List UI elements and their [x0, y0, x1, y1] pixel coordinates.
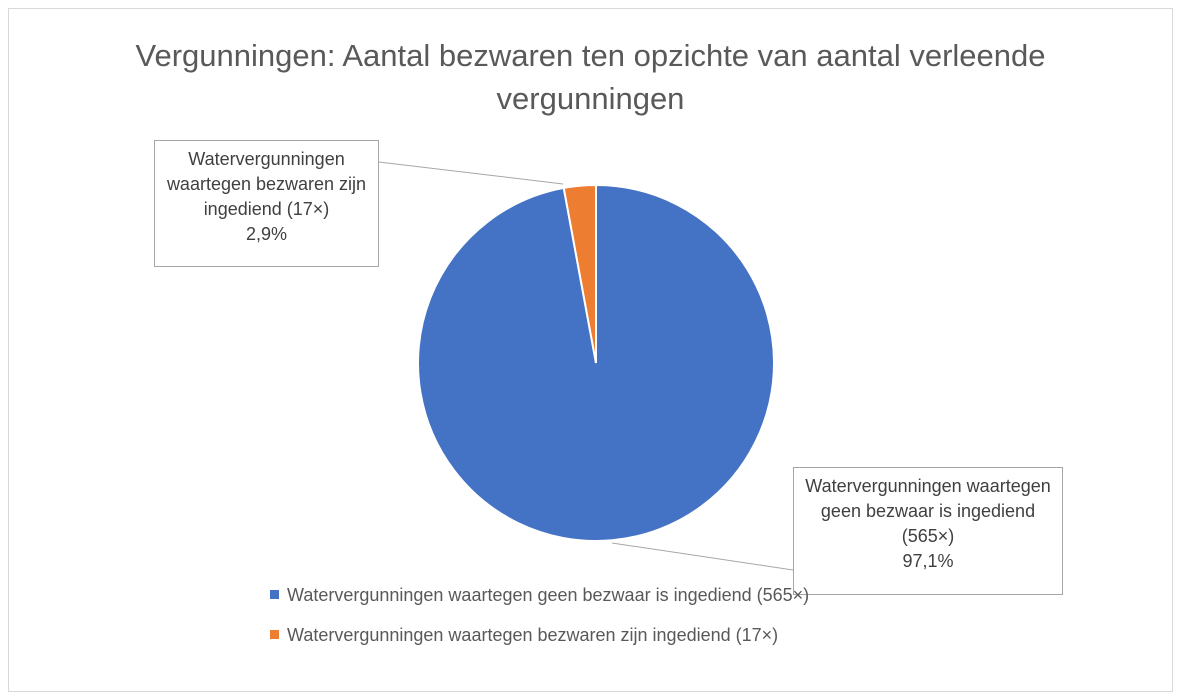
- pie-slice: [562, 183, 597, 364]
- legend-entry: Watervergunningen waartegen geen bezwaar…: [270, 585, 809, 606]
- legend-swatch: [270, 589, 279, 599]
- leader-line: [378, 161, 564, 185]
- data-label: Watervergunningen waartegen bezwaren zij…: [154, 140, 379, 267]
- legend-swatch: [270, 629, 279, 639]
- data-label-value: 2,9%: [245, 224, 288, 244]
- legend-label: Watervergunningen waartegen bezwaren zij…: [287, 625, 779, 645]
- legend-entry: Watervergunningen waartegen bezwaren zij…: [270, 625, 778, 646]
- legend-label: Watervergunningen waartegen geen bezwaar…: [287, 585, 810, 605]
- data-label: Watervergunningen waartegen geen bezwaar…: [793, 467, 1063, 595]
- data-label-category: Watervergunningen waartegen geen bezwaar…: [805, 476, 1051, 546]
- data-label-category: Watervergunningen waartegen bezwaren zij…: [166, 149, 367, 219]
- leader-line: [611, 542, 794, 571]
- chart-title: Vergunningen: Aantal bezwaren ten opzich…: [135, 38, 1046, 116]
- data-label-value: 97,1%: [902, 551, 954, 571]
